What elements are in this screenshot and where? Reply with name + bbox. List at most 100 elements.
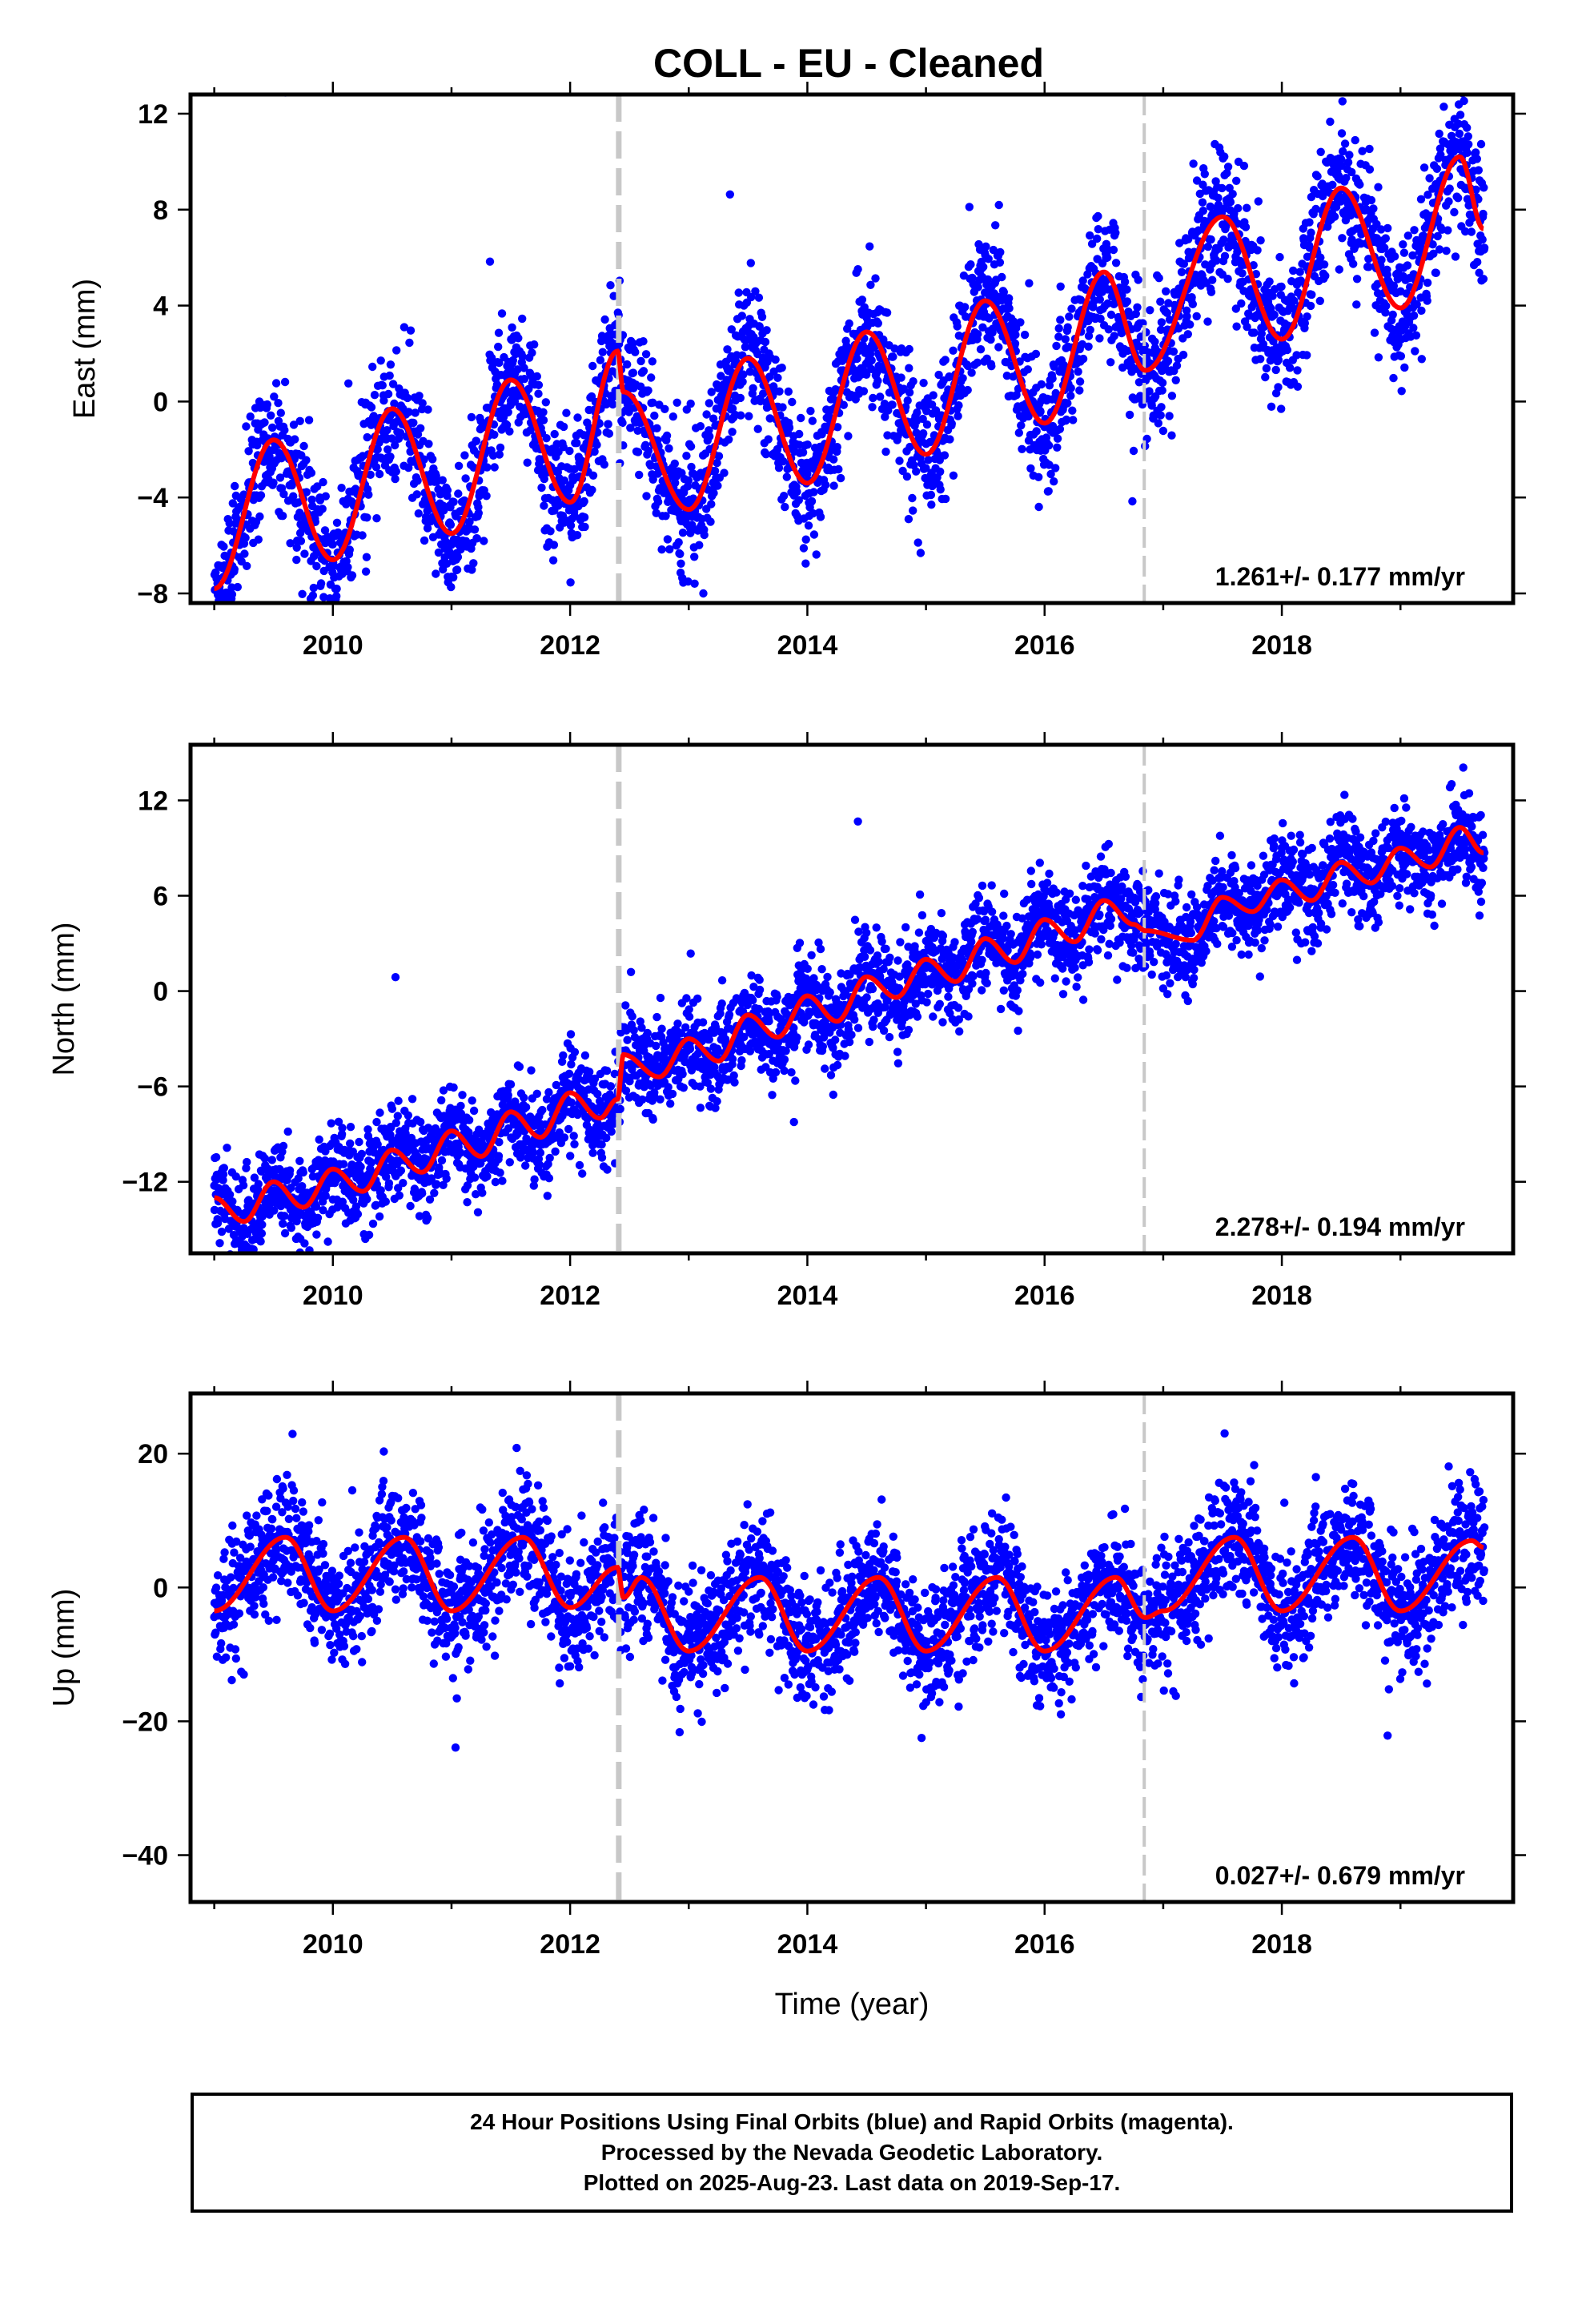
data-point xyxy=(998,272,1006,282)
data-point xyxy=(1411,331,1421,340)
data-point xyxy=(570,1047,580,1057)
data-point xyxy=(628,368,638,377)
data-point xyxy=(743,336,752,344)
data-point xyxy=(1330,212,1339,221)
data-point xyxy=(383,445,392,454)
data-point xyxy=(686,399,695,408)
data-point xyxy=(1261,372,1270,382)
data-point xyxy=(231,1172,240,1181)
data-point xyxy=(953,322,962,331)
data-point xyxy=(411,408,420,417)
data-point xyxy=(602,1066,612,1076)
data-point xyxy=(1020,330,1030,340)
data-point xyxy=(647,373,656,382)
data-point xyxy=(1431,268,1440,277)
data-point xyxy=(1249,261,1258,270)
data-point xyxy=(881,412,889,421)
data-point xyxy=(909,506,917,515)
data-point xyxy=(213,1219,223,1228)
data-point xyxy=(918,414,927,424)
data-point xyxy=(1480,243,1489,252)
data-point xyxy=(315,1135,323,1144)
data-point xyxy=(1305,218,1314,227)
data-point xyxy=(690,553,699,561)
data-point xyxy=(304,416,314,424)
data-point xyxy=(302,488,311,497)
data-point xyxy=(1075,377,1085,386)
data-point xyxy=(478,1188,487,1197)
data-point xyxy=(909,460,918,470)
data-point xyxy=(230,565,239,574)
data-point xyxy=(834,464,843,474)
data-point xyxy=(762,326,771,335)
data-point xyxy=(319,477,327,487)
data-point xyxy=(1024,412,1033,421)
data-point xyxy=(817,430,826,439)
data-point xyxy=(1467,227,1476,236)
data-point xyxy=(423,1213,432,1223)
data-point xyxy=(228,499,237,508)
data-point xyxy=(254,535,263,544)
data-point xyxy=(807,497,817,506)
data-point xyxy=(808,416,817,425)
data-point xyxy=(1089,303,1098,312)
data-point xyxy=(1010,339,1020,348)
data-point xyxy=(1479,275,1488,283)
data-point xyxy=(1423,278,1432,287)
data-point xyxy=(323,1237,332,1246)
data-point xyxy=(746,259,755,267)
data-point xyxy=(1109,245,1118,255)
data-point xyxy=(291,435,299,444)
data-point xyxy=(418,1189,427,1198)
data-point xyxy=(720,468,729,477)
data-point xyxy=(1417,306,1426,316)
data-point xyxy=(1283,345,1292,355)
data-point xyxy=(260,418,269,427)
data-point xyxy=(405,338,414,348)
data-point xyxy=(520,364,528,372)
data-point xyxy=(253,440,262,450)
data-point xyxy=(505,1158,514,1167)
data-point xyxy=(438,476,447,485)
data-point xyxy=(1423,296,1431,305)
data-point xyxy=(1232,322,1241,331)
data-point xyxy=(905,344,913,354)
data-point xyxy=(1243,323,1251,332)
data-point xyxy=(1165,412,1174,420)
data-point xyxy=(1102,244,1111,253)
data-point xyxy=(1044,441,1054,450)
data-point xyxy=(1061,335,1070,344)
data-point xyxy=(706,517,715,526)
data-point xyxy=(494,1152,504,1160)
data-point xyxy=(833,423,842,432)
data-point xyxy=(960,303,970,312)
data-point xyxy=(626,424,635,432)
data-point xyxy=(1268,292,1277,300)
data-point xyxy=(386,360,396,369)
data-point xyxy=(375,1108,384,1117)
data-point xyxy=(898,466,907,476)
data-point xyxy=(347,1160,356,1169)
data-point xyxy=(1455,129,1464,139)
data-point xyxy=(1321,271,1330,280)
data-point xyxy=(936,485,945,494)
data-point xyxy=(1055,424,1065,433)
data-point xyxy=(1316,147,1325,156)
data-point xyxy=(1103,299,1112,308)
data-point xyxy=(623,1035,632,1044)
data-point xyxy=(528,1148,538,1157)
data-point xyxy=(709,414,718,423)
data-point xyxy=(1203,242,1213,251)
data-point xyxy=(496,443,505,452)
data-point xyxy=(682,994,691,1003)
data-point xyxy=(1307,228,1315,237)
data-point xyxy=(1326,117,1335,127)
data-point xyxy=(1256,236,1265,245)
data-point xyxy=(309,583,318,593)
data-point xyxy=(707,500,716,509)
data-point xyxy=(963,385,972,395)
data-point xyxy=(389,629,397,637)
data-point xyxy=(806,407,815,416)
data-point xyxy=(1419,163,1429,172)
data-point xyxy=(473,1208,483,1217)
